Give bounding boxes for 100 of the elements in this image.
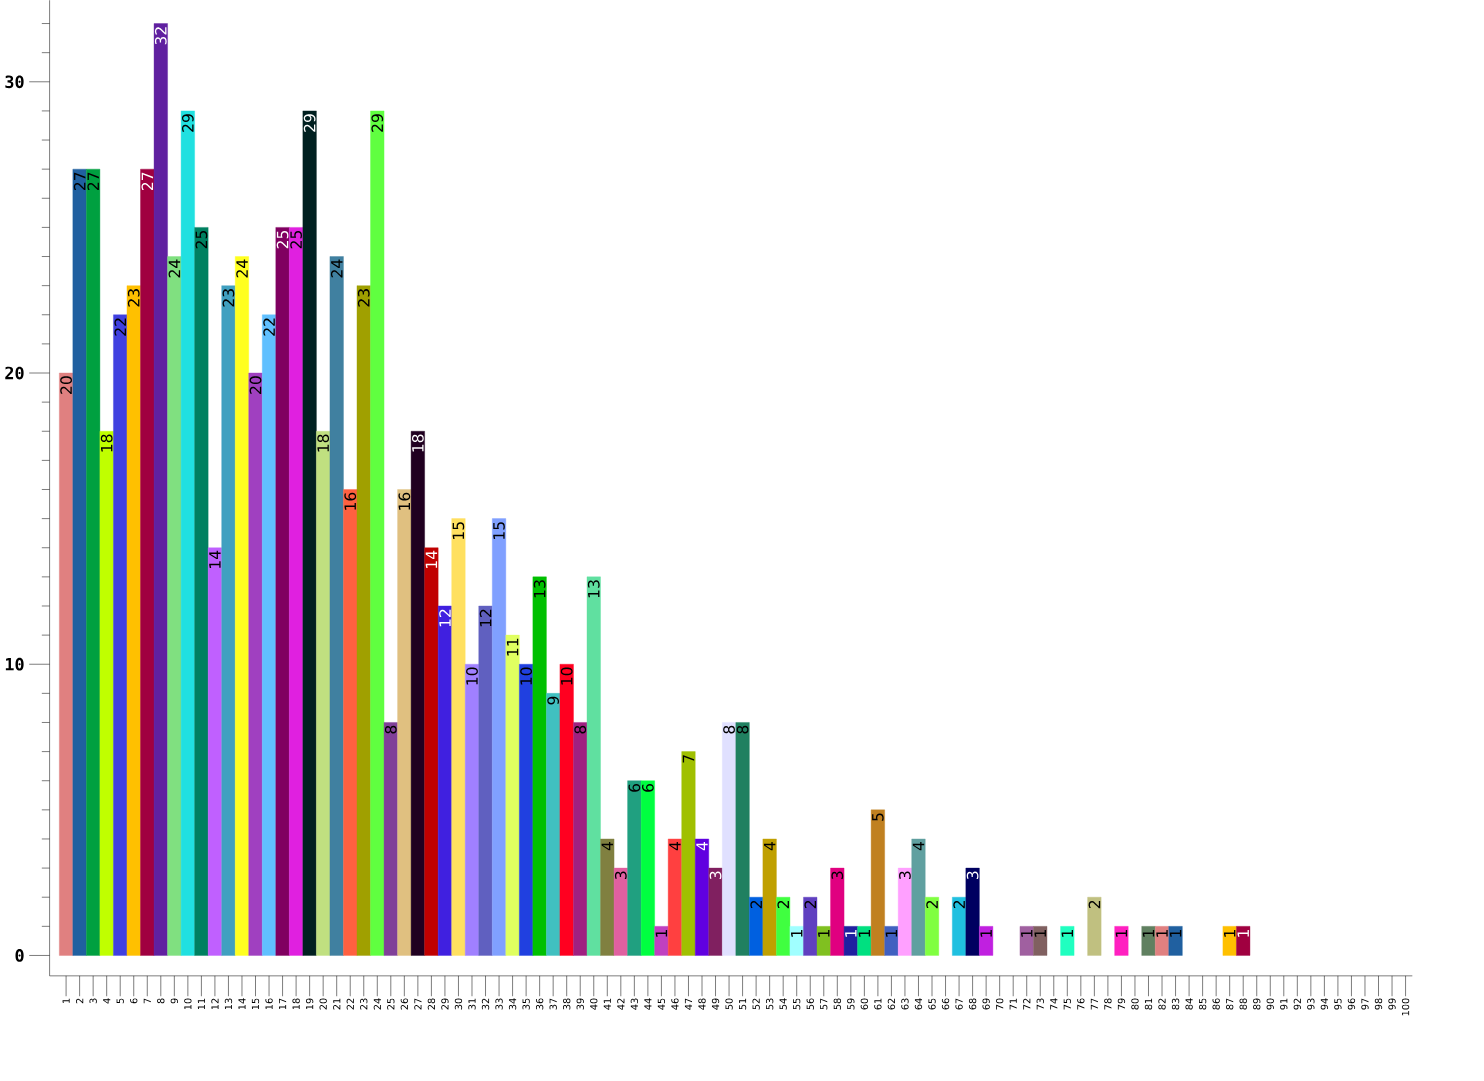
x-tick-label: 75 [1063, 998, 1071, 1010]
data-label: 10 [466, 667, 478, 685]
bar [911, 838, 926, 956]
bar [573, 722, 588, 956]
data-label: 23 [222, 289, 235, 307]
data-label: 32 [154, 27, 167, 45]
x-tick-label: 42 [617, 998, 625, 1010]
data-label: 1 [818, 930, 830, 937]
bar [410, 431, 425, 956]
bar [397, 489, 412, 956]
x-tick-label: 13 [224, 998, 233, 1010]
data-label: 18 [100, 434, 113, 452]
bar [667, 838, 682, 956]
x-tick-label: 67 [955, 998, 963, 1010]
data-label: 27 [87, 172, 99, 191]
bar [803, 897, 818, 956]
y-tick-label: 30 [5, 75, 24, 89]
data-label: 3 [614, 871, 627, 880]
bar [437, 605, 452, 956]
data-label: 1 [1142, 930, 1155, 937]
y-tick-label: 0 [15, 949, 24, 962]
x-tick-label: 54 [779, 998, 787, 1010]
x-tick-label: 45 [657, 998, 666, 1010]
bar [925, 897, 939, 956]
bar [1168, 926, 1183, 956]
x-tick-label: 90 [1266, 998, 1274, 1010]
data-label: 1 [655, 930, 668, 937]
bar [897, 868, 912, 956]
bar [1114, 926, 1129, 956]
x-tick-label: 35 [522, 998, 530, 1010]
data-label: 20 [60, 376, 72, 395]
x-tick-label: 25 [387, 998, 395, 1010]
x-tick-label: 72 [1023, 998, 1031, 1010]
bar [72, 169, 87, 956]
x-tick-label: 70 [995, 998, 1004, 1010]
data-label: 12 [439, 609, 451, 627]
data-label: 25 [195, 231, 208, 249]
bar [356, 285, 371, 956]
x-tick-label: 71 [1009, 998, 1017, 1010]
data-label: 1 [858, 930, 871, 937]
data-label: 25 [290, 231, 302, 249]
x-tick-label: 11 [197, 998, 205, 1010]
bar [153, 23, 168, 956]
bar [762, 838, 777, 956]
x-tick-label: 81 [1144, 998, 1153, 1010]
x-tick-label: 34 [508, 998, 517, 1010]
x-tick-label: 93 [1307, 998, 1315, 1010]
bar [221, 285, 236, 956]
x-tick-label: 3 [89, 998, 97, 1004]
x-tick-label: 15 [251, 998, 260, 1010]
x-tick-label: 86 [1212, 998, 1220, 1010]
x-tick-label: 89 [1253, 998, 1261, 1010]
bar [302, 110, 317, 956]
data-label: 15 [452, 522, 465, 540]
bar [343, 489, 358, 956]
x-tick-label: 30 [454, 998, 463, 1010]
bar [329, 256, 344, 956]
data-label: 1 [1169, 930, 1182, 937]
x-tick-label: 98 [1374, 998, 1383, 1010]
bar [1222, 926, 1237, 956]
data-label: 24 [168, 259, 181, 278]
bar [465, 664, 479, 956]
x-tick-label: 88 [1239, 998, 1247, 1010]
bar [722, 722, 737, 956]
x-tick-label: 61 [874, 998, 882, 1010]
data-label: 1 [980, 930, 992, 937]
data-label: 23 [357, 289, 370, 307]
data-label: 22 [263, 318, 275, 336]
bar [99, 431, 114, 956]
data-label: 3 [966, 871, 979, 880]
x-tick-label: 91 [1280, 998, 1288, 1010]
x-tick-label: 62 [887, 998, 896, 1010]
x-tick-label: 100 [1401, 998, 1410, 1016]
bar [952, 897, 967, 956]
x-tick-label: 51 [738, 998, 747, 1010]
x-tick-label: 57 [820, 998, 828, 1010]
data-label: 1 [845, 930, 857, 937]
x-tick-label: 46 [671, 998, 679, 1010]
x-tick-label: 18 [292, 998, 300, 1010]
x-tick-label: 28 [427, 998, 436, 1010]
data-label: 25 [276, 231, 289, 249]
data-label: 13 [533, 580, 546, 598]
bar [451, 518, 466, 956]
data-label: 8 [384, 725, 397, 734]
x-tick-label: 10 [184, 998, 192, 1010]
bar [194, 227, 209, 956]
bar [600, 838, 615, 956]
x-tick-label: 99 [1388, 998, 1396, 1010]
x-tick-label: 41 [603, 998, 611, 1010]
x-tick-label: 37 [549, 998, 557, 1010]
data-label: 18 [411, 434, 424, 452]
data-label: 1 [791, 930, 803, 937]
x-tick-label: 82 [1158, 998, 1166, 1010]
data-label: 27 [73, 172, 86, 191]
bar [275, 227, 290, 956]
x-tick-label: 43 [630, 998, 639, 1010]
x-tick-label: 17 [279, 998, 287, 1010]
data-label: 1 [885, 930, 898, 937]
data-label: 24 [330, 259, 343, 278]
bar [505, 635, 520, 956]
